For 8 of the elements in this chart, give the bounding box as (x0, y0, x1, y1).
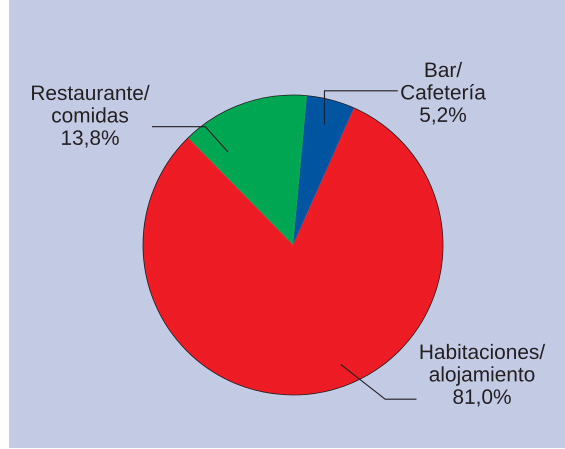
data-label: 5,2% (420, 107, 466, 124)
slice-label: Habitaciones/ alojamiento (420, 344, 546, 386)
slice-label: Restaurante/ comidas (32, 84, 150, 123)
data-label: 13,8% (62, 130, 119, 148)
data-label: 81,0% (453, 389, 511, 406)
pie-slice (293, 96, 354, 245)
pie-slice (188, 95, 307, 245)
slice-label: Bar/ Cafetería (401, 62, 486, 100)
